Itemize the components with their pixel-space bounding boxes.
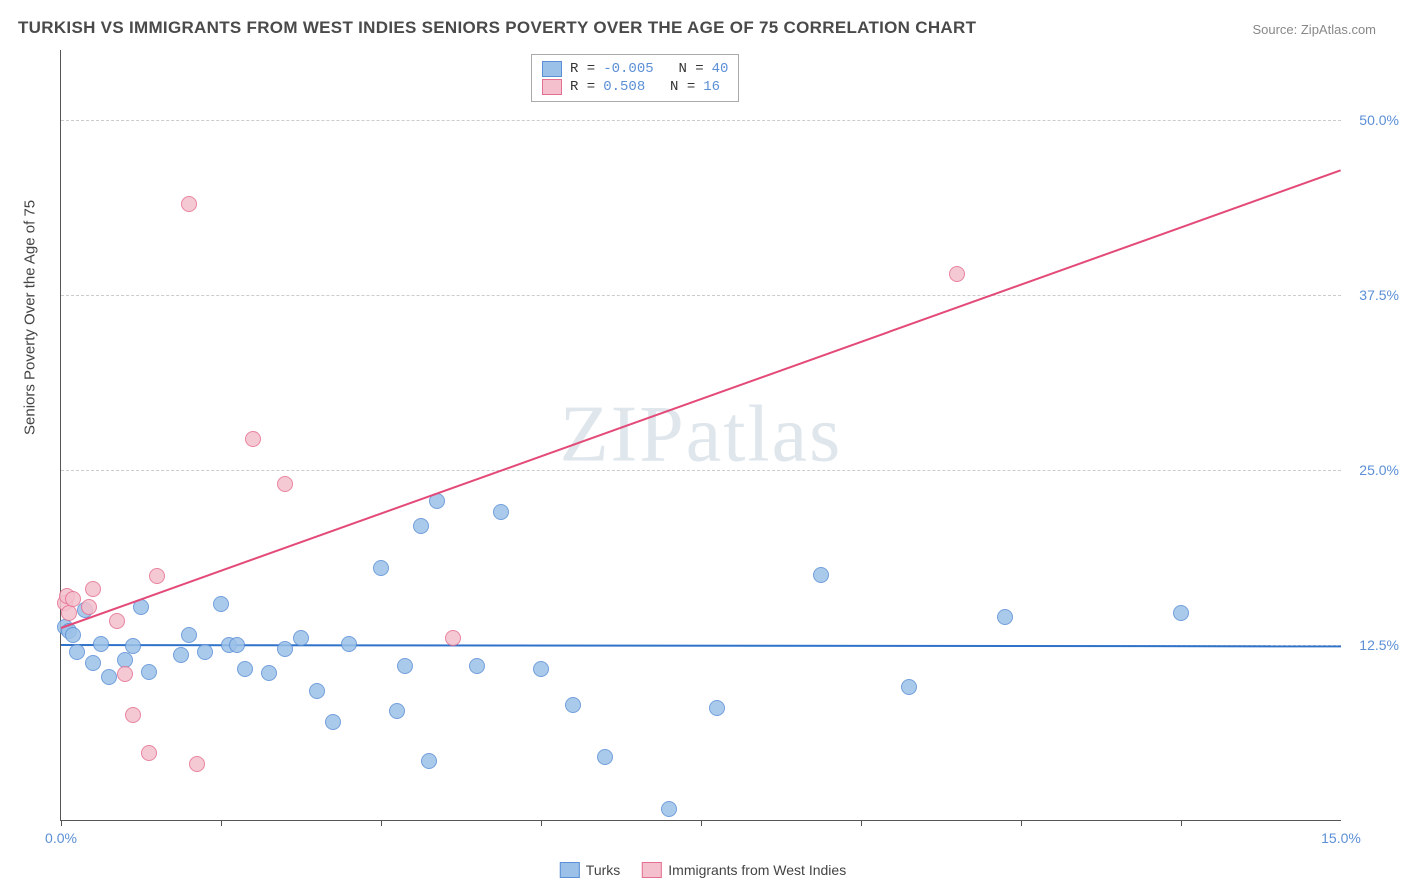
legend-label: Turks [586,862,620,878]
data-point [709,700,725,716]
x-tick [1021,820,1022,826]
data-point [173,647,189,663]
data-point [261,665,277,681]
data-point [141,745,157,761]
data-point [125,707,141,723]
data-point [1173,605,1189,621]
x-tick [541,820,542,826]
data-point [237,661,253,677]
data-point [421,753,437,769]
data-point [81,599,97,615]
data-point [373,560,389,576]
gridline [61,120,1341,121]
data-point [293,630,309,646]
data-point [61,605,77,621]
data-point [245,431,261,447]
data-point [189,756,205,772]
legend-item: Immigrants from West Indies [642,862,846,878]
data-point [597,749,613,765]
data-point [389,703,405,719]
data-point [413,518,429,534]
correlation-stats-box: R = -0.005 N = 40 R = 0.508 N = 16 [531,54,739,102]
data-point [397,658,413,674]
data-point [109,613,125,629]
x-tick [701,820,702,826]
data-point [117,666,133,682]
data-point [813,567,829,583]
legend-item: Turks [560,862,620,878]
data-point [93,636,109,652]
scatter-plot-area: ZIPatlas R = -0.005 N = 40R = 0.508 N = … [60,50,1341,821]
source-attribution: Source: ZipAtlas.com [1252,22,1376,37]
x-axis-min-label: 0.0% [45,830,77,846]
y-tick-label: 12.5% [1359,637,1399,653]
data-point [125,638,141,654]
data-point [445,630,461,646]
stats-row: R = -0.005 N = 40 [542,61,728,77]
x-tick [221,820,222,826]
legend-label: Immigrants from West Indies [668,862,846,878]
x-tick [61,820,62,826]
y-tick-label: 50.0% [1359,112,1399,128]
data-point [341,636,357,652]
legend: Turks Immigrants from West Indies [560,862,846,878]
data-point [85,655,101,671]
x-tick [381,820,382,826]
gridline [61,295,1341,296]
data-point [533,661,549,677]
data-point [85,581,101,597]
data-point [65,627,81,643]
data-point [997,609,1013,625]
data-point [469,658,485,674]
y-tick-label: 37.5% [1359,287,1399,303]
data-point [277,476,293,492]
data-point [65,591,81,607]
data-point [149,568,165,584]
data-point [325,714,341,730]
data-point [493,504,509,520]
data-point [949,266,965,282]
chart-title: TURKISH VS IMMIGRANTS FROM WEST INDIES S… [18,18,976,38]
y-tick-label: 25.0% [1359,462,1399,478]
legend-swatch [560,862,580,878]
data-point [181,196,197,212]
x-axis-max-label: 15.0% [1321,830,1361,846]
data-point [69,644,85,660]
data-point [141,664,157,680]
data-point [181,627,197,643]
legend-swatch [642,862,662,878]
gridline [61,470,1341,471]
data-point [101,669,117,685]
data-point [229,637,245,653]
data-point [277,641,293,657]
data-point [197,644,213,660]
data-point [213,596,229,612]
stats-row: R = 0.508 N = 16 [542,79,728,95]
legend-swatch [542,61,562,77]
y-axis-label: Seniors Poverty Over the Age of 75 [22,200,39,435]
x-tick [861,820,862,826]
data-point [309,683,325,699]
legend-swatch [542,79,562,95]
data-point [661,801,677,817]
data-point [565,697,581,713]
data-point [901,679,917,695]
trend-line [61,169,1342,629]
x-tick [1181,820,1182,826]
